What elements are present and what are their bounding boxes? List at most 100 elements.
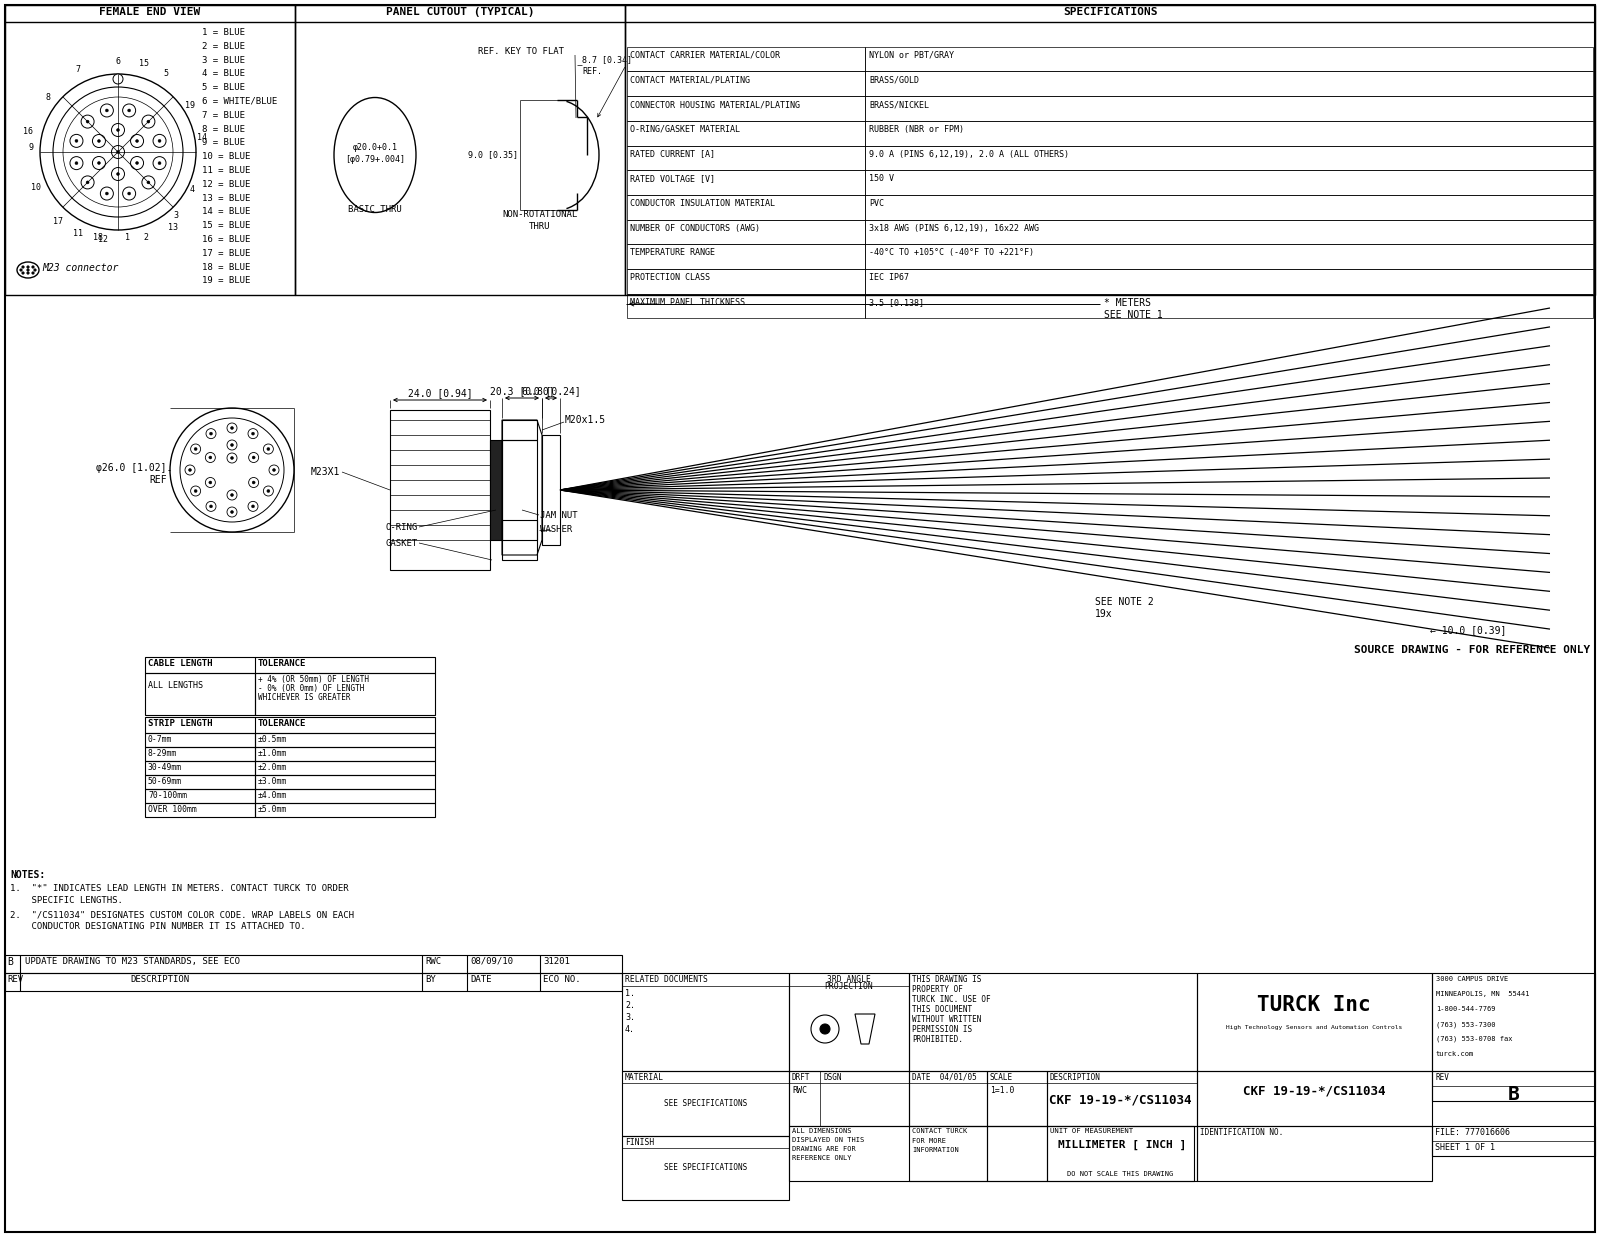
Text: 15: 15 <box>139 59 149 68</box>
Text: ECO NO.: ECO NO. <box>542 975 581 983</box>
Text: 1 = BLUE: 1 = BLUE <box>202 28 245 37</box>
Text: 0-7mm: 0-7mm <box>147 735 173 743</box>
Text: RWC: RWC <box>792 1086 806 1095</box>
Text: SHEET 1 OF 1: SHEET 1 OF 1 <box>1435 1143 1494 1152</box>
Text: RELATED DOCUMENTS: RELATED DOCUMENTS <box>626 975 707 983</box>
Circle shape <box>267 448 270 450</box>
Circle shape <box>189 469 192 471</box>
Bar <box>146 747 254 761</box>
Text: 50-69mm: 50-69mm <box>147 777 182 785</box>
Text: DATE: DATE <box>470 975 491 983</box>
Text: 8: 8 <box>45 93 51 101</box>
Text: φ20.0+0.1: φ20.0+0.1 <box>352 143 397 152</box>
Text: DRFT: DRFT <box>792 1072 811 1082</box>
Text: 6: 6 <box>115 57 120 67</box>
Text: PROJECTION: PROJECTION <box>824 982 874 991</box>
Text: ±5.0mm: ±5.0mm <box>258 805 288 814</box>
Text: 19 = BLUE: 19 = BLUE <box>202 276 250 286</box>
Text: 14: 14 <box>197 132 206 141</box>
Circle shape <box>230 511 234 513</box>
Bar <box>627 96 866 121</box>
Text: ±4.0mm: ±4.0mm <box>258 790 288 800</box>
Text: 10: 10 <box>30 183 42 192</box>
Bar <box>390 409 490 570</box>
Circle shape <box>98 162 101 165</box>
Circle shape <box>70 135 83 147</box>
Text: 150 V: 150 V <box>869 174 894 183</box>
Bar <box>866 146 1594 171</box>
Bar <box>1432 1126 1595 1157</box>
Text: 10 = BLUE: 10 = BLUE <box>202 152 250 161</box>
Circle shape <box>147 120 150 124</box>
Text: 3.: 3. <box>626 1013 635 1022</box>
Text: TEMPERATURE RANGE: TEMPERATURE RANGE <box>630 249 715 257</box>
Bar <box>627 121 866 146</box>
Text: CONTACT MATERIAL/PLATING: CONTACT MATERIAL/PLATING <box>630 75 750 84</box>
Text: (763) 553-7300: (763) 553-7300 <box>1437 1021 1496 1028</box>
Text: 1: 1 <box>125 233 131 241</box>
Circle shape <box>101 104 114 118</box>
Circle shape <box>98 140 101 142</box>
Text: BRASS/NICKEL: BRASS/NICKEL <box>869 100 930 109</box>
Text: FINISH: FINISH <box>626 1138 654 1147</box>
Circle shape <box>154 135 166 147</box>
Bar <box>1197 1071 1432 1126</box>
Text: WHICHEVER IS GREATER: WHICHEVER IS GREATER <box>258 693 350 703</box>
Circle shape <box>93 135 106 147</box>
Text: DISPLAYED ON THIS: DISPLAYED ON THIS <box>792 1137 864 1143</box>
Circle shape <box>32 272 34 275</box>
Text: O-RING: O-RING <box>386 522 418 532</box>
Circle shape <box>106 192 109 195</box>
Bar <box>627 268 866 293</box>
Text: CONNECTOR HOUSING MATERIAL/PLATING: CONNECTOR HOUSING MATERIAL/PLATING <box>630 100 800 109</box>
Circle shape <box>82 176 94 189</box>
Text: High Technology Sensors and Automation Controls: High Technology Sensors and Automation C… <box>1226 1025 1402 1030</box>
Bar <box>146 761 254 776</box>
Text: M20x1.5: M20x1.5 <box>565 414 606 426</box>
Text: FILE: 777016606: FILE: 777016606 <box>1435 1128 1510 1137</box>
Text: TOLERANCE: TOLERANCE <box>258 719 306 729</box>
Circle shape <box>210 481 211 484</box>
Circle shape <box>210 505 213 508</box>
Text: TURCK Inc: TURCK Inc <box>1258 995 1371 1016</box>
Text: 3 = BLUE: 3 = BLUE <box>202 56 245 64</box>
Bar <box>789 974 909 1071</box>
Text: 9.0 [0.35]: 9.0 [0.35] <box>467 151 518 160</box>
Text: GASKET: GASKET <box>386 538 418 548</box>
Text: SPECIFIC LENGTHS.: SPECIFIC LENGTHS. <box>10 896 123 905</box>
Text: CKF 19-19-*/CS11034: CKF 19-19-*/CS11034 <box>1048 1094 1192 1107</box>
Circle shape <box>819 1024 830 1034</box>
Circle shape <box>253 456 254 459</box>
Text: NON-ROTATIONAL: NON-ROTATIONAL <box>502 210 578 219</box>
Text: 14 = BLUE: 14 = BLUE <box>202 208 250 216</box>
Circle shape <box>34 268 37 271</box>
Text: 24.0 [0.94]: 24.0 [0.94] <box>408 388 472 398</box>
Circle shape <box>136 140 139 142</box>
Circle shape <box>251 505 254 508</box>
Bar <box>622 1071 789 1136</box>
Bar <box>146 717 435 734</box>
Text: BY: BY <box>426 975 435 983</box>
Text: 3: 3 <box>173 210 179 219</box>
Text: UPDATE DRAWING TO M23 STANDARDS, SEE ECO: UPDATE DRAWING TO M23 STANDARDS, SEE ECO <box>26 957 240 966</box>
Text: (763) 553-0708 fax: (763) 553-0708 fax <box>1437 1037 1512 1043</box>
Text: ← 10.0 [0.39]: ← 10.0 [0.39] <box>1430 625 1506 635</box>
Bar <box>627 220 866 244</box>
Circle shape <box>131 135 144 147</box>
Bar <box>627 47 866 72</box>
Text: IEC IP67: IEC IP67 <box>869 273 909 282</box>
Text: 17: 17 <box>53 218 62 226</box>
Circle shape <box>154 157 166 169</box>
Bar <box>1432 974 1595 1071</box>
Text: UNIT OF MEASUREMENT: UNIT OF MEASUREMENT <box>1050 1128 1133 1134</box>
Bar <box>909 1126 987 1181</box>
Text: 1-800-544-7769: 1-800-544-7769 <box>1437 1006 1496 1012</box>
Text: 17 = BLUE: 17 = BLUE <box>202 249 250 257</box>
Circle shape <box>210 456 211 459</box>
Text: DSGN: DSGN <box>822 1072 842 1082</box>
Text: REF. KEY TO FLAT: REF. KEY TO FLAT <box>478 47 563 57</box>
Text: M23 connector: M23 connector <box>42 263 118 273</box>
Text: THIS DRAWING IS: THIS DRAWING IS <box>912 975 981 983</box>
Text: WASHER: WASHER <box>541 526 573 534</box>
Circle shape <box>101 187 114 200</box>
